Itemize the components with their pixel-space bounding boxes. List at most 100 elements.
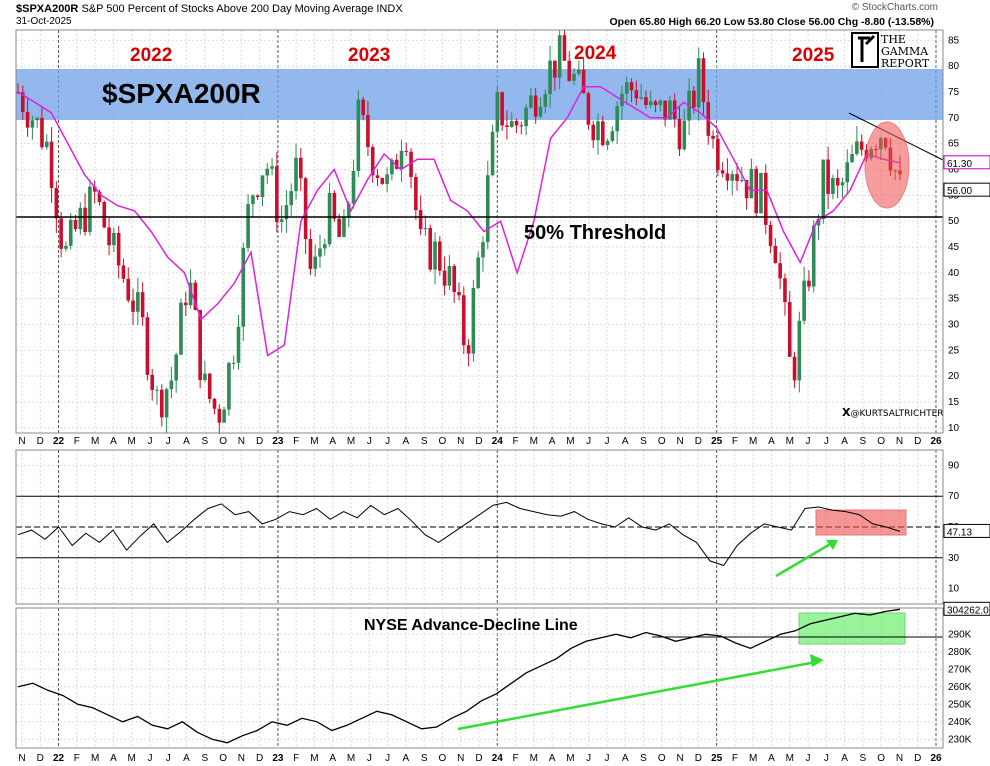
ad-tick-label: 270K: [948, 664, 972, 675]
candle-body: [682, 120, 687, 150]
y-tick-label: 50: [948, 216, 960, 227]
candle-body: [150, 374, 155, 390]
x-tick-label: 26: [930, 436, 942, 447]
stockcharts-watermark: © StockCharts.com: [851, 2, 938, 13]
candle-body: [294, 157, 298, 192]
rsi-arrow: [775, 541, 833, 578]
candle-body: [744, 180, 749, 199]
candle-body: [735, 174, 739, 181]
y-tick-label: 85: [948, 35, 960, 46]
candle-body: [759, 172, 763, 214]
candle-body: [514, 120, 519, 126]
x-tick-label: O: [877, 436, 885, 447]
ad-last-label-text: 304262.0: [947, 605, 989, 616]
moving-average-line: [17, 86, 901, 357]
candle-body: [543, 94, 548, 107]
candle-body: [394, 159, 399, 169]
candle-body: [663, 100, 667, 120]
candle-body: [375, 175, 380, 179]
candle-body: [461, 295, 466, 346]
candle-body: [289, 191, 294, 206]
x-tick-label: O: [658, 753, 666, 764]
candle-body: [509, 120, 514, 127]
candle-body: [754, 168, 758, 214]
y-tick-label: 80: [948, 61, 960, 72]
candle-body: [121, 265, 126, 279]
x-tick-label: O: [877, 753, 885, 764]
candle-body: [840, 182, 845, 186]
x-tick-label: A: [183, 753, 190, 764]
x-tick-label: J: [367, 436, 372, 447]
x-tick-label: N: [18, 753, 25, 764]
candle-body: [605, 140, 610, 146]
year-label-2025: 2025: [792, 45, 835, 66]
candle-body: [366, 115, 370, 148]
x-tick-label: M: [347, 436, 355, 447]
candle-body: [236, 326, 241, 363]
candle-body: [855, 141, 859, 155]
x-tick-label: M: [749, 436, 757, 447]
rsi-tick-label: 30: [948, 553, 960, 564]
candle-body: [227, 362, 231, 410]
y-tick-label: 15: [948, 397, 960, 408]
x-tick-label: D: [475, 753, 482, 764]
candle-body: [35, 117, 39, 121]
x-tick-label: O: [439, 436, 447, 447]
candle-body: [246, 204, 250, 248]
candle-body: [179, 302, 183, 355]
x-tick-label: A: [110, 753, 117, 764]
candle-body: [140, 292, 145, 318]
candle-body: [624, 82, 629, 94]
gamma-report-logo: THE GAMMA REPORT: [851, 32, 930, 70]
candle-body: [83, 207, 87, 233]
x-tick-label: N: [676, 753, 683, 764]
x-tick-label: F: [513, 753, 519, 764]
candle-body: [231, 362, 236, 364]
x-tick-label: D: [475, 436, 482, 447]
x-tick-label: S: [640, 753, 647, 764]
candle-body: [466, 345, 471, 354]
x-tick-label: M: [530, 753, 538, 764]
ad-tick-label: 240K: [948, 717, 972, 728]
x-tick-label: M: [128, 753, 136, 764]
candle-body: [265, 168, 270, 176]
candle-body: [217, 408, 222, 423]
last-value-label-box: [943, 182, 990, 197]
credit-handle: @KURTSALTRICHTER: [850, 409, 943, 419]
candle-body: [811, 225, 816, 287]
candle-body: [845, 162, 850, 183]
candle-body: [807, 280, 811, 287]
x-tick-label: 24: [492, 753, 504, 764]
ad-panel-frame: [15, 607, 944, 749]
candle-body: [438, 241, 442, 271]
candle-body: [222, 409, 226, 423]
candle-body: [433, 241, 437, 270]
last-value-label-text: 56.00: [947, 186, 972, 197]
candle-body: [270, 166, 274, 169]
rsi-tick-label: 90: [948, 460, 960, 471]
y-tick-label: 70: [948, 113, 960, 124]
year-label-2022: 2022: [130, 45, 172, 66]
candle-body: [322, 244, 327, 249]
rsi-highlight-box: [815, 509, 907, 536]
logo-line2: GAMMA: [881, 45, 929, 58]
candle-body: [126, 278, 131, 301]
candle-body: [797, 320, 802, 381]
candle-body: [279, 219, 284, 222]
x-tick-label: 22: [53, 753, 65, 764]
x-tick-label: O: [439, 753, 447, 764]
x-tick-label: J: [586, 436, 591, 447]
logo-line3: REPORT: [881, 57, 930, 70]
candle-body: [538, 106, 543, 117]
y-tick-label: 65: [948, 139, 960, 150]
x-tick-label: M: [530, 436, 538, 447]
candle-body: [850, 154, 854, 163]
x-tick-label: M: [91, 753, 99, 764]
x-tick-label: D: [37, 436, 44, 447]
candle-body: [615, 106, 619, 132]
x-tick-label: O: [219, 753, 227, 764]
x-tick-label: S: [421, 436, 428, 447]
candle-body: [562, 35, 567, 61]
candle-body: [677, 119, 682, 150]
candle-body: [653, 101, 658, 106]
